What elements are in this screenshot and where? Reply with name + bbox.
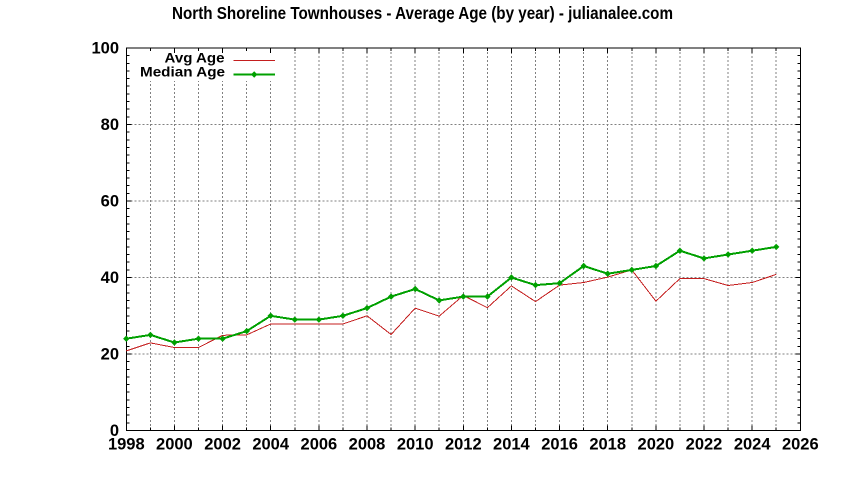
svg-text:2022: 2022 — [686, 436, 723, 454]
svg-text:2012: 2012 — [445, 436, 482, 454]
svg-text:Median Age: Median Age — [140, 64, 225, 80]
svg-text:2010: 2010 — [397, 436, 434, 454]
svg-text:2006: 2006 — [301, 436, 338, 454]
svg-text:2014: 2014 — [493, 436, 531, 454]
svg-text:2020: 2020 — [638, 436, 675, 454]
svg-text:2000: 2000 — [156, 436, 193, 454]
svg-text:40: 40 — [101, 269, 119, 287]
svg-text:2024: 2024 — [734, 436, 772, 454]
svg-text:20: 20 — [101, 346, 119, 364]
svg-text:2008: 2008 — [349, 436, 386, 454]
svg-text:2016: 2016 — [541, 436, 578, 454]
svg-text:Avg Age: Avg Age — [165, 49, 225, 65]
svg-text:North Shoreline Townhouses - A: North Shoreline Townhouses - Average Age… — [172, 3, 673, 23]
svg-text:100: 100 — [91, 40, 119, 58]
svg-text:60: 60 — [101, 193, 119, 211]
svg-text:2026: 2026 — [782, 436, 819, 454]
svg-text:80: 80 — [101, 116, 119, 134]
svg-text:2004: 2004 — [252, 436, 290, 454]
svg-text:1998: 1998 — [108, 436, 145, 454]
svg-text:2002: 2002 — [204, 436, 241, 454]
svg-text:2018: 2018 — [589, 436, 626, 454]
svg-text:0: 0 — [110, 422, 119, 440]
